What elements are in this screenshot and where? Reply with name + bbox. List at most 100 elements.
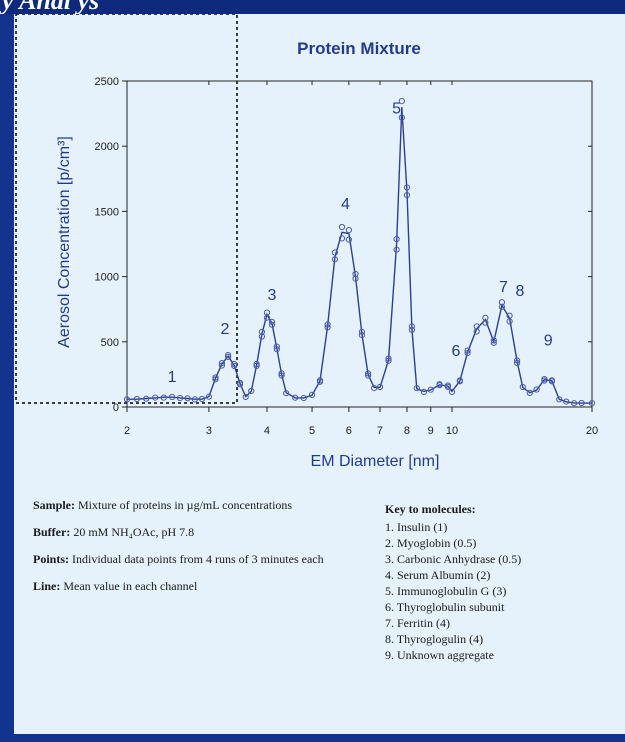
peak-label: 1 [168, 369, 177, 386]
chart-title: Protein Mixture [297, 39, 421, 58]
data-point [358, 332, 365, 339]
data-point [408, 323, 415, 330]
y-tick-label: 500 [101, 337, 119, 349]
figure-panel: Protein Mixture Aerosol Concentration [p… [14, 14, 625, 734]
data-point [258, 333, 265, 340]
x-tick-label: 20 [586, 425, 598, 437]
data-point [464, 347, 471, 354]
y-axis-title-group: Aerosol Concentration [p/cm³] [56, 136, 73, 348]
data-point [191, 396, 198, 403]
data-point [498, 303, 505, 310]
data-point [184, 395, 191, 402]
data-point [548, 378, 556, 385]
data-point [292, 394, 299, 401]
data-point [231, 360, 238, 368]
data-point [324, 324, 331, 331]
data-point [212, 376, 219, 383]
key-title: Key to molecules: [385, 502, 476, 516]
data-point [278, 370, 285, 377]
data-point [456, 378, 463, 385]
key-item: 3. Carbonic Anhydrase (0.5) [385, 552, 522, 566]
key-item: 8. Thyroglogulin (4) [385, 632, 484, 646]
key-item: 7. Ferritin (4) [385, 616, 450, 630]
data-point [393, 246, 400, 253]
chart: Protein Mixture Aerosol Concentration [p… [15, 14, 599, 470]
data-point [205, 393, 212, 400]
data-point [225, 352, 232, 359]
data-point [236, 381, 244, 388]
data-point [444, 383, 451, 390]
data-point [300, 394, 307, 402]
data-point [198, 395, 206, 403]
data-point [218, 360, 225, 367]
data-point [123, 396, 131, 403]
data-point [338, 235, 346, 242]
data-point [436, 381, 443, 388]
data-point [253, 362, 260, 369]
data-point [212, 374, 219, 381]
data-point [324, 321, 331, 328]
x-tick-label: 10 [446, 425, 458, 437]
data-point [143, 395, 150, 402]
x-tick-label: 8 [404, 425, 410, 437]
notes-left: Sample: Mixture of proteins in µg/mL con… [33, 498, 338, 606]
data-point [588, 400, 596, 407]
note-sample-label: Sample: [33, 498, 75, 512]
data-point [393, 236, 400, 243]
note-sample-text: Mixture of proteins in µg/mL concentrati… [78, 498, 293, 512]
data-point [133, 395, 141, 403]
data-point [218, 362, 225, 369]
key-item: 2. Myoglobin (0.5) [385, 536, 477, 550]
data-point [420, 388, 427, 395]
note-buffer-label: Buffer: [33, 525, 71, 539]
data-point [352, 270, 359, 278]
data-point [225, 353, 232, 360]
key-item: 4. Serum Albumin (2) [385, 568, 491, 582]
molecule-key: Key to molecules: 1. Insulin (1) 2. Myog… [385, 502, 615, 663]
y-tick-label: 1000 [95, 272, 119, 284]
note-line-text: Mean value in each channel [63, 579, 198, 593]
data-point [160, 394, 167, 401]
data-point [464, 350, 471, 357]
data-point [578, 399, 585, 407]
data-point [490, 337, 497, 344]
note-line: Line: Mean value in each channel [33, 579, 338, 594]
note-points-text: Individual data points from 4 runs of 3 … [72, 552, 324, 566]
x-axis-title: EM Diameter [nm] [311, 453, 440, 470]
peak-label: 3 [268, 287, 277, 304]
data-point [498, 299, 505, 306]
selection-box [15, 14, 238, 404]
peak-label: 4 [341, 196, 350, 213]
data-point [526, 389, 533, 396]
series-line [127, 107, 592, 404]
plot-frame [126, 80, 593, 408]
data-point [278, 372, 285, 379]
note-line-label: Line: [33, 579, 61, 593]
data-point [338, 223, 346, 231]
y-tick-label: 1500 [95, 206, 119, 218]
header-strip: y Anal ys [0, 0, 625, 14]
peak-label: 9 [544, 333, 553, 350]
data-point [345, 227, 352, 234]
data-point [231, 362, 238, 369]
peak-label: 6 [452, 343, 461, 360]
header-fragment: y Anal ys [2, 0, 99, 14]
data-point [268, 318, 276, 325]
data-point [514, 359, 521, 367]
x-tick-label: 7 [377, 425, 383, 437]
x-tick-label: 9 [428, 425, 434, 437]
data-point [408, 326, 415, 333]
data-point [283, 390, 290, 397]
data-point [345, 236, 352, 243]
note-buffer-text: 20 mM NH₄OAc, pH 7.8 [73, 525, 195, 539]
data-point [358, 328, 365, 335]
data-point [176, 394, 184, 402]
data-point [506, 318, 513, 325]
x-tick-label: 4 [264, 425, 270, 437]
data-point [152, 394, 159, 401]
x-tick-label: 2 [124, 425, 130, 437]
data-point [473, 328, 480, 335]
data-point [273, 343, 280, 350]
key-item: 9. Unknown aggregate [385, 648, 494, 662]
